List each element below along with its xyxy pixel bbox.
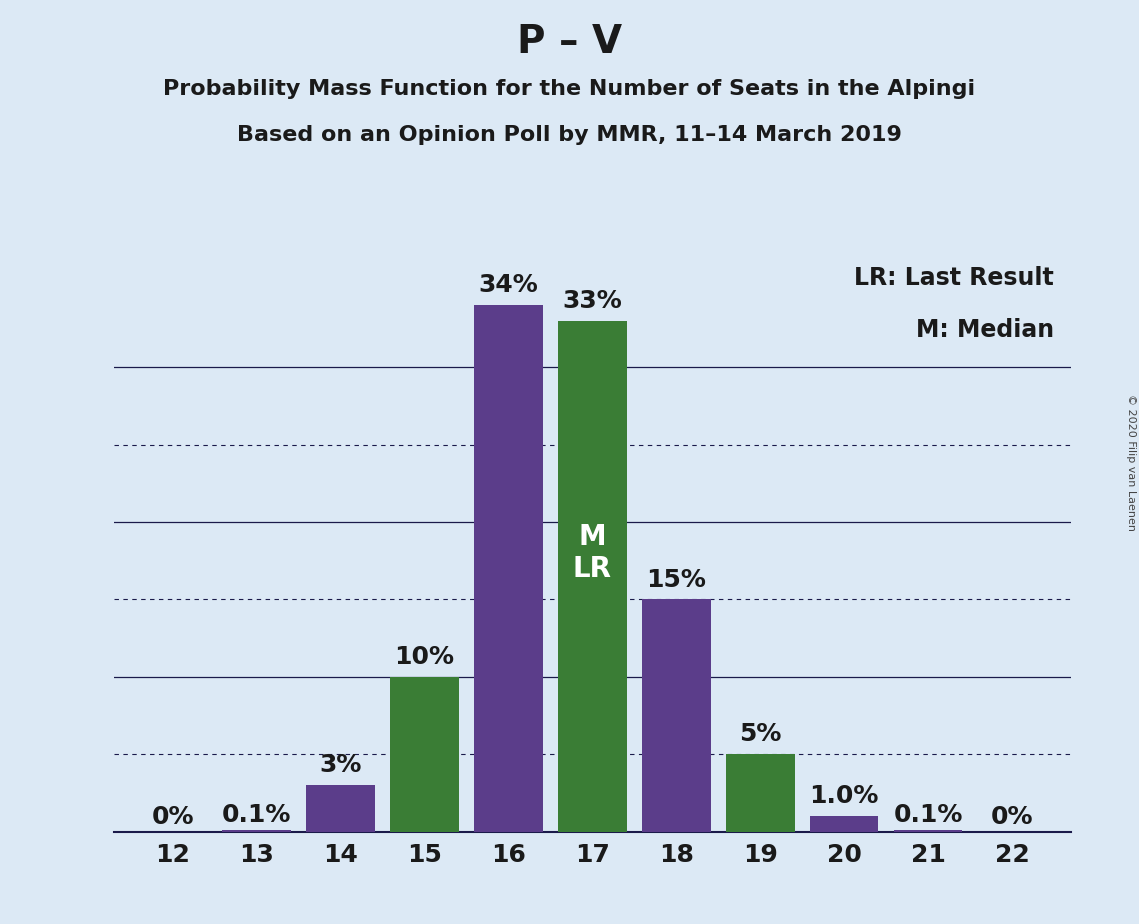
Bar — [390, 676, 459, 832]
Text: 34%: 34% — [478, 274, 539, 298]
Bar — [641, 600, 711, 832]
Text: 10%: 10% — [394, 645, 454, 669]
Text: 15%: 15% — [646, 567, 706, 591]
Text: 0%: 0% — [151, 805, 194, 829]
Bar — [222, 830, 290, 832]
Text: © 2020 Filip van Laenen: © 2020 Filip van Laenen — [1126, 394, 1136, 530]
Text: Probability Mass Function for the Number of Seats in the Alpingi: Probability Mass Function for the Number… — [163, 79, 976, 99]
Text: 1.0%: 1.0% — [810, 784, 879, 808]
Bar — [306, 785, 375, 832]
Text: Based on an Opinion Poll by MMR, 11–14 March 2019: Based on an Opinion Poll by MMR, 11–14 M… — [237, 125, 902, 145]
Text: 0.1%: 0.1% — [222, 803, 292, 827]
Text: LR: Last Result: LR: Last Result — [854, 266, 1054, 290]
Text: M
LR: M LR — [573, 523, 612, 583]
Bar — [726, 754, 795, 832]
Text: 0%: 0% — [991, 805, 1033, 829]
Bar — [810, 816, 878, 832]
Text: 33%: 33% — [563, 289, 622, 313]
Text: 5%: 5% — [739, 723, 781, 747]
Bar — [474, 305, 543, 832]
Text: P – V: P – V — [517, 23, 622, 61]
Text: M: Median: M: Median — [916, 318, 1054, 342]
Text: 0.1%: 0.1% — [893, 803, 962, 827]
Text: 3%: 3% — [319, 753, 362, 777]
Bar — [894, 830, 962, 832]
Bar — [558, 321, 626, 832]
